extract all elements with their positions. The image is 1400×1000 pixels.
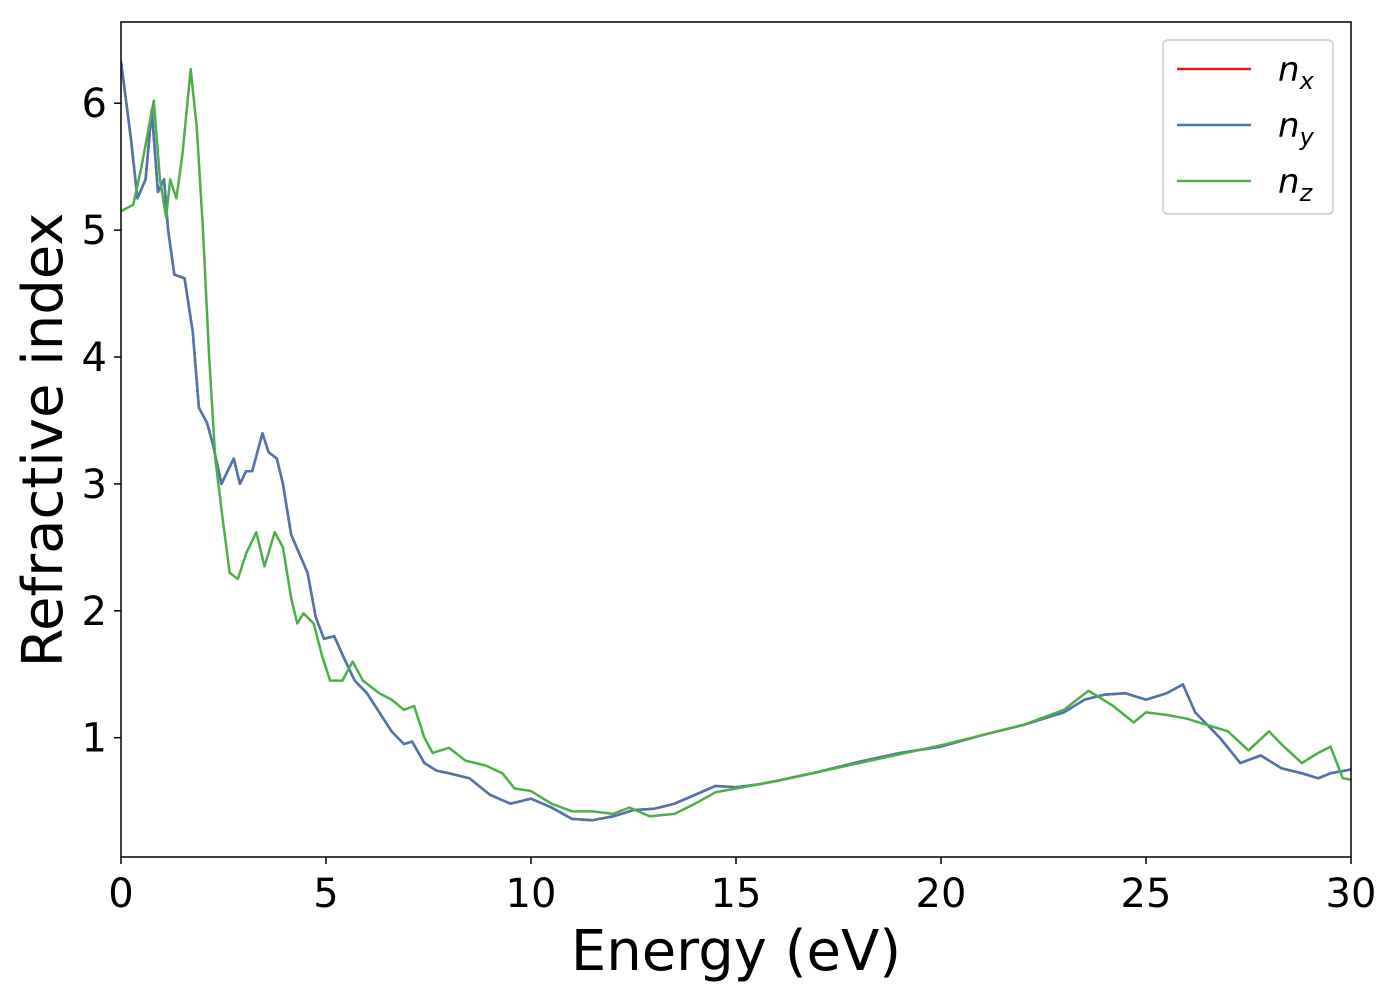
legend: nx ny nz xyxy=(1162,39,1334,215)
x-tick-label: 10 xyxy=(506,871,557,917)
legend-box xyxy=(1162,39,1334,215)
plot-frame xyxy=(120,21,1352,858)
x-axis-label: Energy (eV) xyxy=(571,919,901,984)
x-tick-label: 25 xyxy=(1121,871,1172,917)
x-tick-label: 30 xyxy=(1326,871,1377,917)
legend-label: ny xyxy=(1278,106,1315,151)
series-line xyxy=(121,67,1351,818)
legend-label: nz xyxy=(1278,162,1314,207)
y-tick-label: 6 xyxy=(82,81,107,127)
y-tick-label: 2 xyxy=(82,589,107,635)
y-tick-label: 3 xyxy=(82,462,107,508)
x-tick-label: 0 xyxy=(108,871,133,917)
x-tick-label: 20 xyxy=(916,871,967,917)
legend-label: nx xyxy=(1278,50,1315,95)
series-line xyxy=(121,61,1351,822)
y-tick-label: 5 xyxy=(82,208,107,254)
y-tick-label: 4 xyxy=(82,335,107,381)
x-tick-label: 5 xyxy=(313,871,338,917)
y-axis-label: Refractive index xyxy=(11,213,76,668)
y-tick-label: 1 xyxy=(82,716,107,762)
x-tick-label: 15 xyxy=(711,871,762,917)
